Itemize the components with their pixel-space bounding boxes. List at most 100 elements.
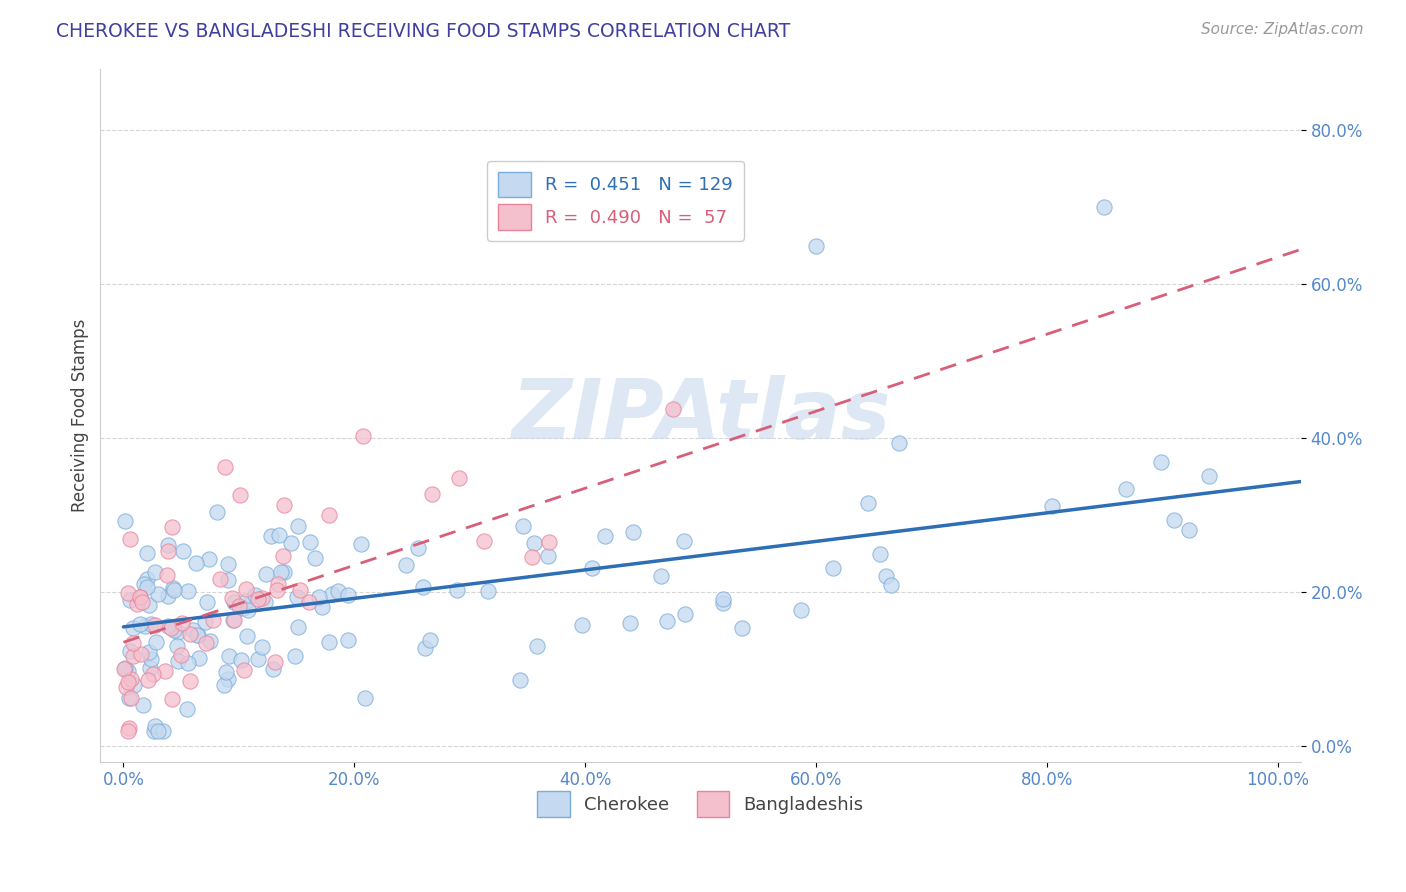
Point [131, 698, 153, 712]
Point [713, 596, 735, 610]
Point [650, 568, 672, 582]
Point [1115, 482, 1137, 496]
Point [522, 536, 544, 550]
Point [235, 629, 257, 643]
Point [145, 635, 167, 649]
Point [235, 594, 257, 608]
Point [139, 661, 162, 675]
Point [247, 652, 270, 666]
Point [621, 525, 644, 540]
Point [163, 583, 186, 598]
Point [228, 488, 250, 502]
Point [311, 599, 333, 614]
Point [318, 508, 340, 522]
Point [271, 549, 294, 563]
Point [120, 690, 142, 705]
Point [118, 643, 141, 657]
Text: Source: ZipAtlas.com: Source: ZipAtlas.com [1201, 22, 1364, 37]
Point [619, 615, 641, 630]
Point [143, 565, 166, 579]
Point [187, 628, 209, 642]
Point [250, 591, 273, 606]
Point [118, 721, 141, 735]
Point [1178, 523, 1201, 537]
Point [224, 595, 246, 609]
Point [270, 565, 292, 579]
Point [420, 487, 443, 501]
Point [170, 648, 193, 662]
Point [287, 519, 309, 533]
Point [120, 533, 142, 547]
Point [408, 541, 430, 555]
Point [209, 572, 232, 586]
Point [129, 647, 152, 661]
Point [1150, 455, 1173, 469]
Point [655, 614, 678, 628]
Point [326, 583, 349, 598]
Point [304, 551, 326, 566]
Point [662, 402, 685, 417]
Point [222, 613, 245, 627]
Point [231, 653, 253, 667]
Point [214, 460, 236, 475]
Point [593, 529, 616, 543]
Point [205, 505, 228, 519]
Point [215, 665, 238, 679]
Point [337, 632, 360, 647]
Point [571, 618, 593, 632]
Point [117, 691, 139, 706]
Point [472, 533, 495, 548]
Point [201, 613, 224, 627]
Point [273, 565, 295, 579]
Point [217, 574, 239, 588]
Point [242, 595, 264, 609]
Point [128, 591, 150, 605]
Point [166, 639, 188, 653]
Point [146, 723, 169, 738]
Point [114, 661, 136, 675]
Point [250, 640, 273, 655]
Point [869, 547, 891, 561]
Point [134, 619, 156, 633]
Point [821, 561, 844, 575]
Point [336, 588, 359, 602]
Point [112, 662, 135, 676]
Point [1198, 468, 1220, 483]
Point [308, 591, 330, 605]
Point [790, 603, 813, 617]
Point [212, 678, 235, 692]
Point [142, 667, 165, 681]
Point [537, 549, 560, 563]
Point [135, 580, 157, 594]
Point [194, 615, 217, 629]
Point [875, 569, 897, 583]
Point [143, 718, 166, 732]
Point [512, 518, 534, 533]
Point [138, 645, 160, 659]
Point [117, 723, 139, 738]
Point [354, 690, 377, 705]
Point [152, 723, 174, 738]
Point [138, 598, 160, 612]
Point [136, 546, 159, 560]
Point [321, 587, 343, 601]
Point [195, 595, 218, 609]
Point [218, 649, 240, 664]
Point [177, 583, 200, 598]
Legend: Cherokee, Bangladeshis: Cherokee, Bangladeshis [530, 784, 870, 824]
Point [880, 578, 903, 592]
Point [672, 534, 695, 549]
Point [156, 619, 179, 633]
Point [412, 580, 434, 594]
Point [179, 674, 201, 689]
Point [221, 591, 243, 605]
Point [419, 633, 441, 648]
Point [153, 664, 176, 678]
Point [117, 674, 139, 689]
Point [156, 538, 179, 552]
Point [177, 657, 200, 671]
Point [349, 537, 371, 551]
Point [856, 496, 879, 510]
Point [181, 623, 204, 637]
Point [115, 680, 138, 694]
